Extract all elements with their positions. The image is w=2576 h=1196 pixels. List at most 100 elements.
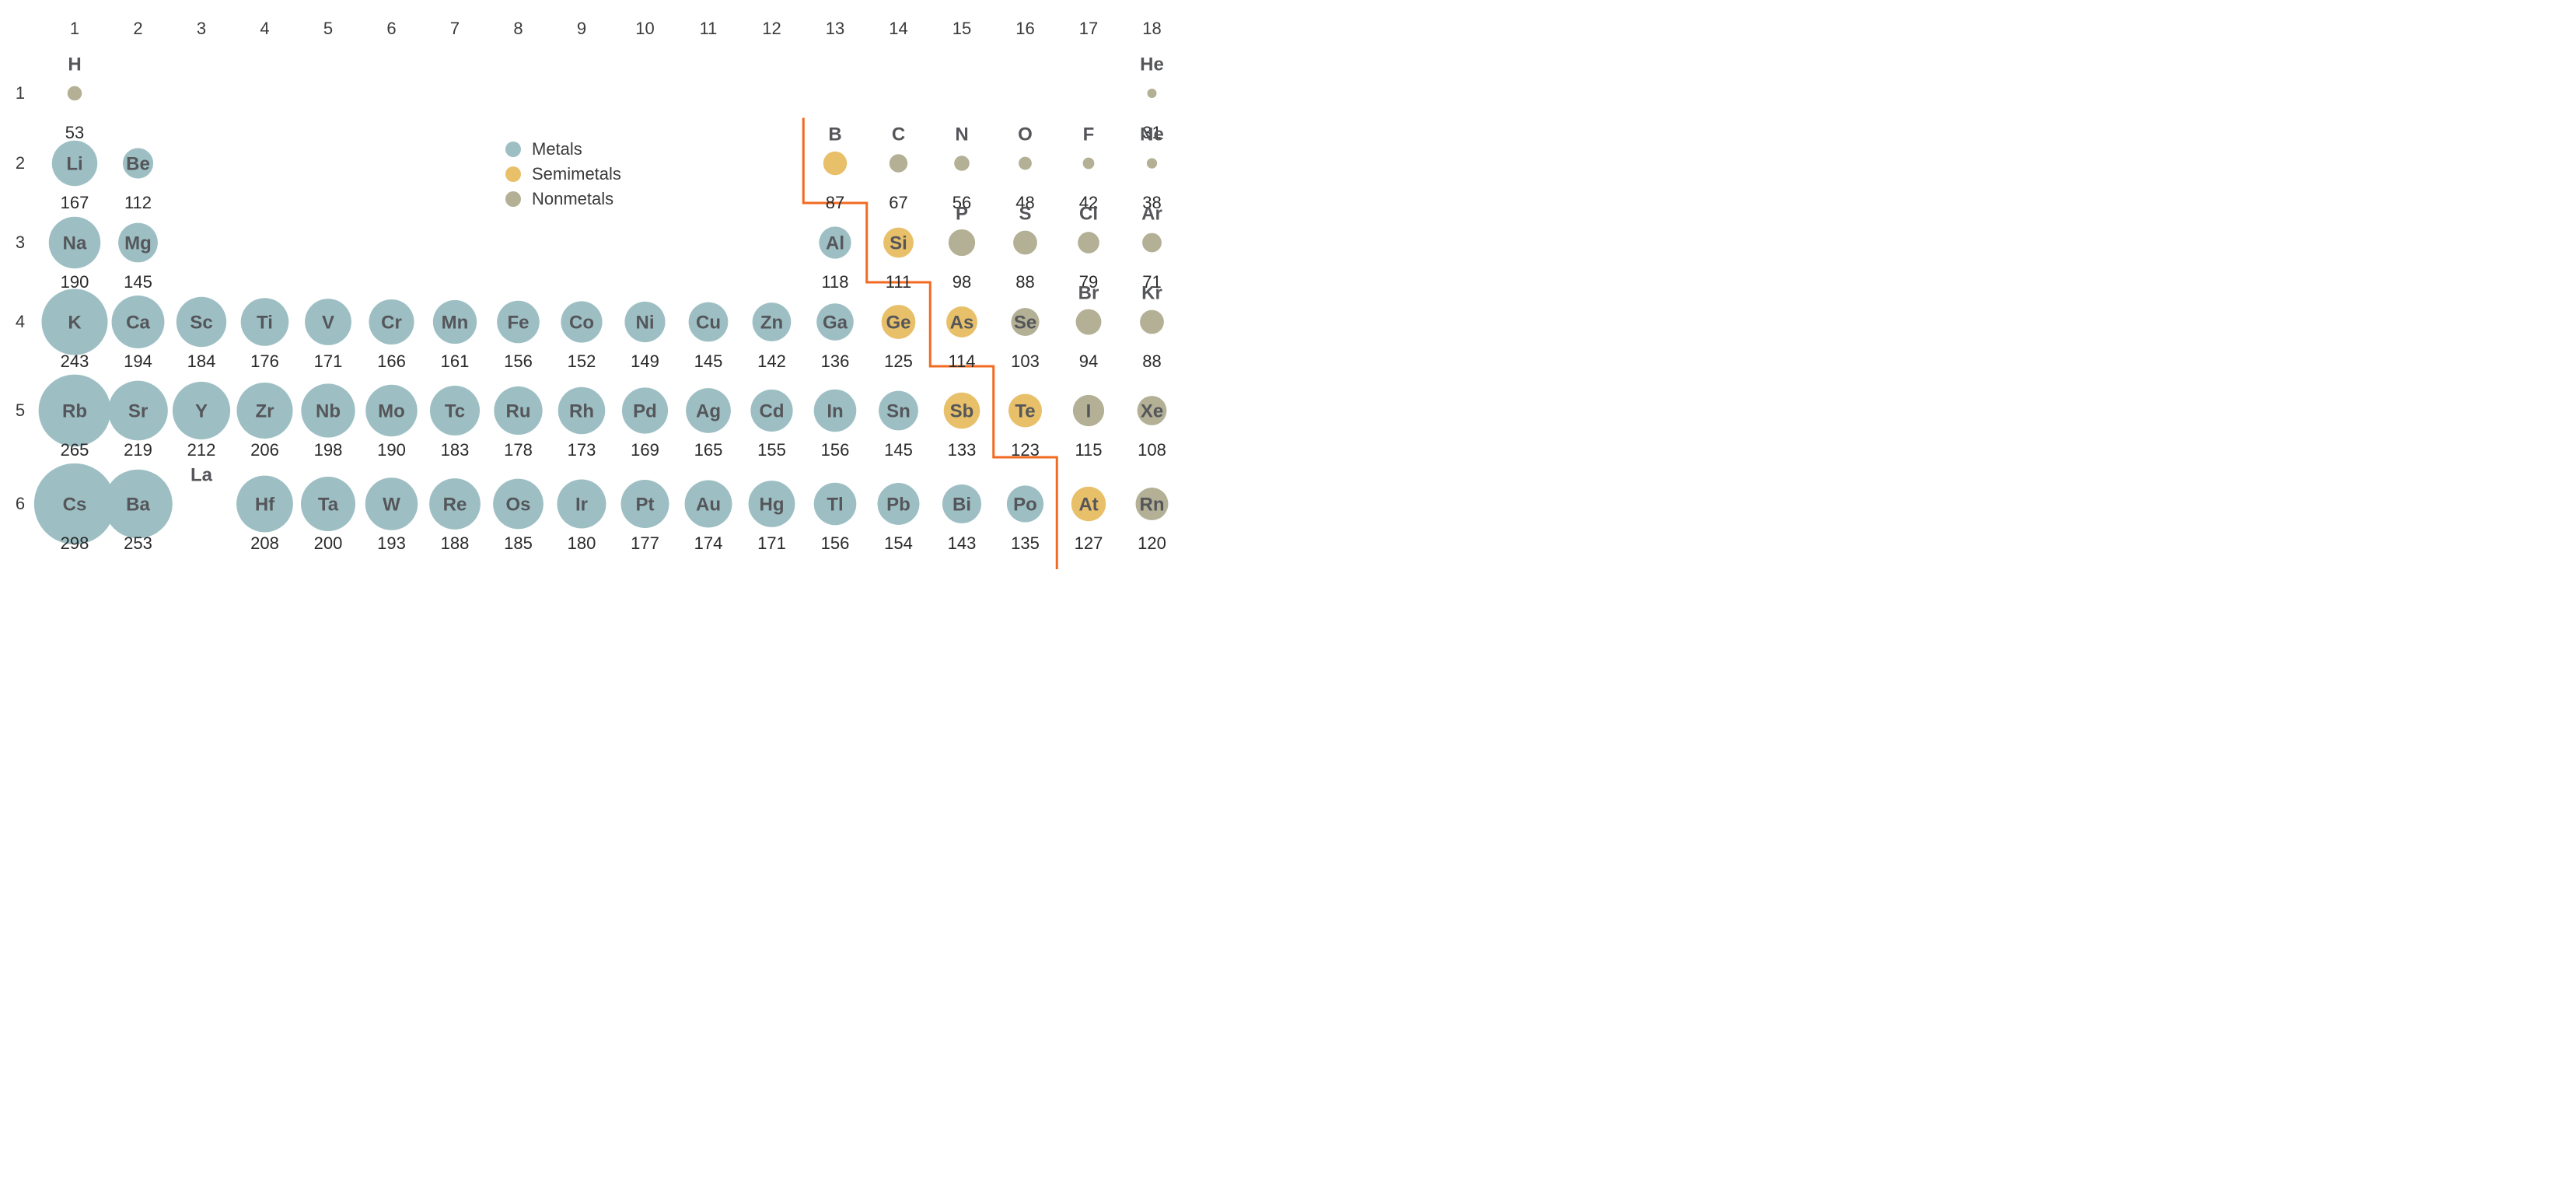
group-label: 14 [889, 19, 907, 38]
element-cell: Cr166 [369, 299, 414, 371]
element-radius: 111 [886, 272, 911, 292]
legend-dot [505, 166, 521, 182]
element-radius: 152 [568, 351, 596, 371]
group-label: 11 [700, 19, 718, 38]
group-label: 2 [133, 19, 142, 38]
element-cell: Rb265 [39, 375, 111, 460]
element-symbol: Ni [636, 312, 655, 333]
element-symbol: K [68, 312, 82, 333]
legend-dot [505, 142, 521, 157]
element-cell: At127 [1071, 487, 1106, 553]
element-cell: Sn145 [879, 391, 918, 460]
element-cell: W 193 [365, 477, 418, 553]
element-symbol: Mn [442, 312, 469, 333]
element-cell: K 243 [41, 289, 107, 371]
element-cell: Pd169 [622, 387, 668, 460]
element-cell: As114 [946, 306, 977, 371]
element-cell: Li167 [52, 141, 97, 212]
period-label: 6 [16, 494, 25, 513]
element-radius: 176 [250, 351, 279, 371]
element-cell: O48 [1015, 124, 1034, 212]
element-radius: 173 [568, 440, 596, 460]
legend-label: Semimetals [532, 164, 621, 184]
group-label: 18 [1142, 19, 1161, 38]
element-symbol: H [68, 54, 81, 75]
element-cell: S88 [1013, 203, 1037, 292]
element-symbol: Ag [696, 400, 721, 421]
element-radius: 171 [314, 351, 343, 371]
legend-dot [505, 191, 521, 207]
element-cell: Rh173 [558, 387, 606, 460]
element-circle [1019, 157, 1032, 170]
element-symbol: W [383, 494, 400, 515]
element-cell: Ta200 [301, 477, 355, 553]
element-radius: 114 [948, 351, 975, 371]
element-radius: 154 [884, 533, 913, 553]
element-cell: La [190, 464, 213, 485]
element-symbol: Na [63, 233, 87, 254]
element-symbol: Ir [575, 494, 588, 515]
element-cell: Ge125 [882, 305, 916, 371]
element-symbol: Cd [760, 400, 785, 421]
element-cell: Fe156 [497, 301, 540, 371]
element-cell: Ir180 [557, 480, 606, 554]
element-symbol: Ge [886, 312, 911, 333]
element-radius: 136 [821, 351, 850, 371]
element-cell: Os185 [493, 479, 544, 553]
element-symbol: Sr [128, 400, 148, 421]
element-symbol: Nb [316, 400, 341, 421]
element-symbol: Mo [378, 400, 405, 421]
element-symbol: Zr [256, 400, 274, 421]
element-symbol: Sb [950, 400, 974, 421]
element-radius: 87 [826, 193, 844, 212]
element-cell: Mg145 [118, 223, 158, 292]
period-label: 1 [16, 83, 25, 103]
element-radius: 167 [61, 193, 89, 212]
element-radius: 198 [314, 440, 343, 460]
periodic-table-radii-chart: 123456789101112131415161718123456H53He31… [0, 0, 1288, 598]
element-radius: 145 [884, 440, 913, 460]
element-cell: Si111 [883, 228, 914, 292]
element-cell: Pb154 [878, 483, 920, 553]
element-cell: B87 [823, 124, 847, 212]
element-circle [1013, 231, 1037, 255]
element-cell: In156 [814, 390, 857, 460]
element-radius: 265 [61, 440, 89, 460]
element-symbol: Ar [1141, 203, 1162, 224]
element-radius: 184 [187, 351, 216, 371]
element-cell: Sb133 [944, 393, 980, 460]
element-cell: Te123 [1008, 393, 1042, 460]
element-cell: Y212 [173, 382, 230, 460]
element-symbol: Se [1014, 312, 1036, 333]
element-radius: 219 [124, 440, 152, 460]
group-label: 13 [826, 19, 844, 38]
element-cell: Ru178 [494, 386, 542, 460]
element-cell: P98 [949, 203, 975, 292]
element-symbol: Fe [507, 312, 529, 333]
element-radius: 183 [441, 440, 470, 460]
element-cell: Al118 [819, 226, 851, 292]
element-radius: 145 [124, 272, 152, 292]
element-circle [1076, 309, 1102, 335]
element-symbol: Co [569, 312, 594, 333]
element-radius: 88 [1015, 272, 1034, 292]
element-symbol: Pt [636, 494, 655, 515]
element-circle [68, 86, 82, 101]
element-radius: 243 [61, 351, 89, 371]
element-radius: 94 [1079, 351, 1098, 371]
group-label: 15 [952, 19, 971, 38]
element-radius: 142 [757, 351, 786, 371]
element-radius: 193 [377, 533, 406, 553]
element-cell: Hf208 [236, 476, 293, 553]
element-radius: 149 [631, 351, 659, 371]
legend-label: Metals [532, 139, 582, 159]
element-radius: 161 [441, 351, 470, 371]
element-symbol: Zn [760, 312, 783, 333]
group-label: 16 [1015, 19, 1034, 38]
element-radius: 177 [631, 533, 659, 553]
element-radius: 171 [757, 533, 786, 553]
element-symbol: Sc [190, 312, 212, 333]
element-cell: Co 152 [561, 301, 602, 371]
group-label: 7 [450, 19, 460, 38]
element-circle [890, 154, 907, 172]
